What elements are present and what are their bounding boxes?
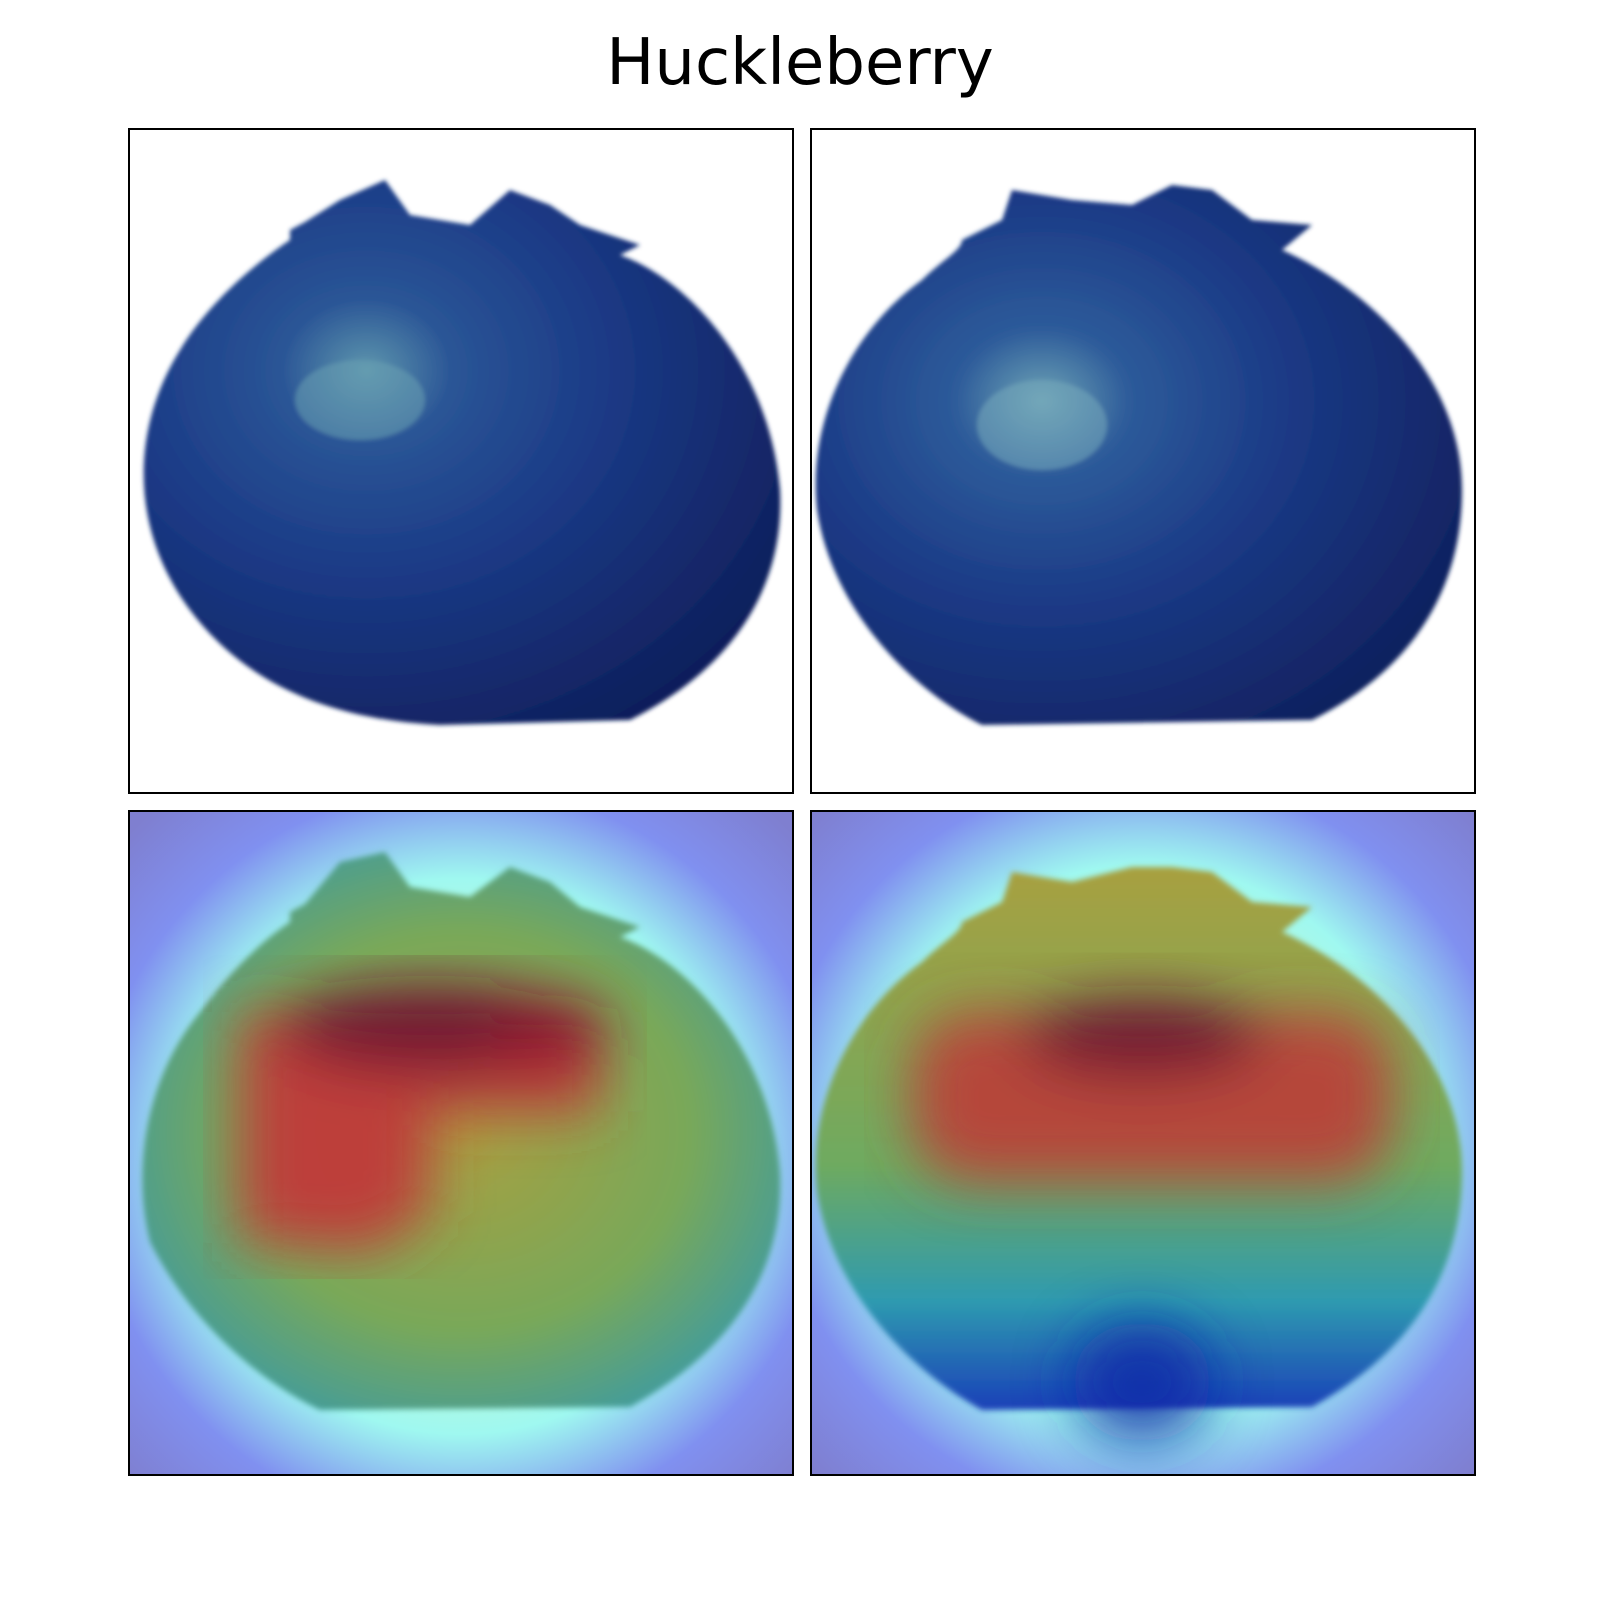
heatmap-overlay-2 [810,810,1476,1476]
berry-photo-1 [143,180,781,725]
heatmap-1 [130,812,792,1474]
berry-photo-2 [815,185,1462,725]
figure-title: Huckleberry [606,26,994,100]
original-image-2 [810,128,1476,794]
heatmap-overlay-1 [128,810,794,1476]
original-image-1 [128,128,794,794]
heatmap-2 [812,812,1474,1474]
